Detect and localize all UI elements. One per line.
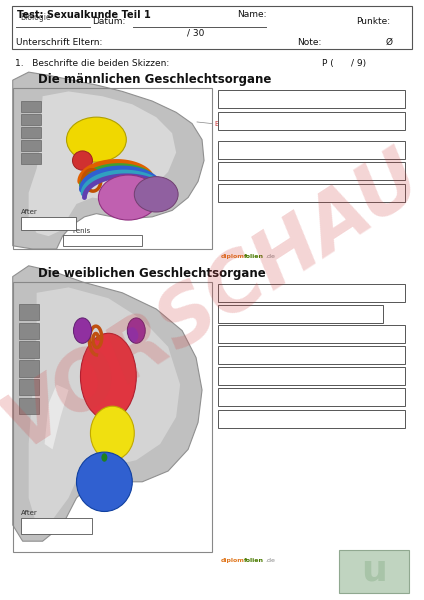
Text: diplom: diplom [220,254,244,259]
Text: VORSCHAU: VORSCHAU [0,137,424,463]
Bar [19,304,39,320]
Text: .de: .de [265,254,275,259]
Bar [21,518,92,535]
Text: Datum:: Datum: [92,17,126,26]
Ellipse shape [76,452,132,511]
Bar [218,346,405,364]
Text: Unterschrift Eltern:: Unterschrift Eltern: [16,38,103,47]
Text: 1.   Beschrifte die beiden Skizzen:: 1. Beschrifte die beiden Skizzen: [15,59,169,68]
Bar [19,341,39,358]
Bar [218,284,405,302]
Bar [21,152,41,164]
Ellipse shape [90,406,134,460]
Bar [218,162,405,180]
Polygon shape [45,385,69,449]
Text: Biologie: Biologie [20,13,51,22]
Circle shape [127,318,145,343]
Text: Punkte:: Punkte: [356,17,390,26]
Text: .de: .de [265,558,275,563]
Ellipse shape [73,151,92,170]
Text: Die weiblichen Geschlechtsorgane: Die weiblichen Geschlechtsorgane [38,267,266,280]
Polygon shape [13,266,202,541]
Bar [218,325,405,343]
Text: After: After [21,209,37,215]
Polygon shape [29,91,176,236]
Bar [218,112,405,130]
Bar [12,6,412,49]
Bar [21,101,41,112]
Bar [218,388,405,406]
Ellipse shape [67,117,126,162]
Bar [13,282,212,552]
Bar [21,127,41,138]
Polygon shape [13,72,204,249]
Ellipse shape [81,333,136,420]
Bar [218,410,405,428]
Text: 1: 1 [405,584,411,593]
Bar [19,323,39,338]
Text: folien: folien [244,558,264,563]
Text: Test: Sexualkunde Teil 1: Test: Sexualkunde Teil 1 [17,10,151,20]
Polygon shape [29,287,180,525]
Text: / 30: / 30 [187,29,204,38]
Circle shape [101,453,107,462]
Bar [19,379,39,395]
Bar [218,184,405,202]
Text: u: u [361,553,387,587]
Bar [339,550,409,593]
Bar [218,367,405,385]
Bar [21,140,41,151]
Text: Die männlichen Geschlechtsorgane: Die männlichen Geschlechtsorgane [38,73,271,86]
Bar [63,235,142,246]
Bar [19,398,39,414]
Text: After: After [21,509,37,515]
Bar [218,305,382,323]
Bar [13,88,212,249]
Bar [19,360,39,377]
Text: P (      / 9): P ( / 9) [322,59,366,68]
Text: Ø: Ø [386,38,393,47]
Bar [218,141,405,159]
Ellipse shape [98,175,158,220]
Text: folien: folien [244,254,264,259]
Text: Name:: Name: [237,10,267,19]
Text: diplom: diplom [220,558,244,563]
Circle shape [73,318,92,343]
Text: Penis: Penis [73,228,91,234]
Bar [21,217,76,230]
Text: Note:: Note: [297,38,321,47]
Ellipse shape [134,176,178,212]
Bar [21,114,41,125]
Text: Bläschendrüse: Bläschendrüse [214,121,265,127]
Bar [218,90,405,108]
